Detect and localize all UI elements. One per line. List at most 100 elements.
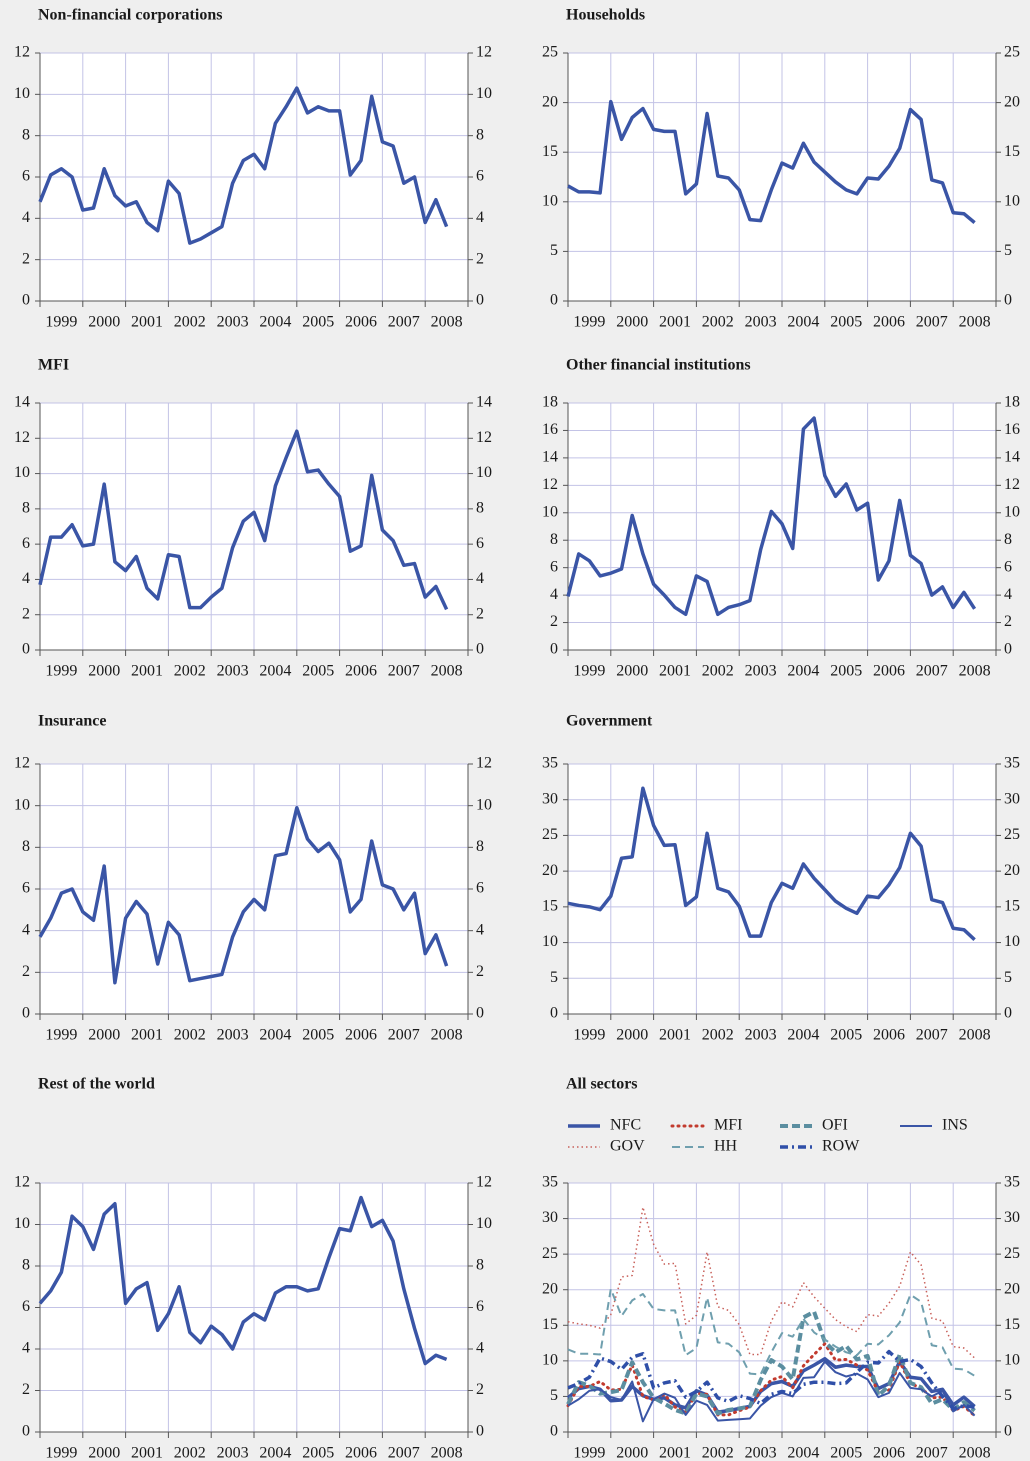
y-tick-label: 20 xyxy=(542,862,558,879)
y-tick-label: 15 xyxy=(542,898,558,915)
x-tick-label: 2000 xyxy=(616,314,648,331)
y-tick-label: 0 xyxy=(550,1423,558,1440)
x-tick-label: 2001 xyxy=(659,663,691,680)
x-tick-label: 2008 xyxy=(959,1027,991,1044)
y-tick-label: 0 xyxy=(22,1005,30,1022)
y2-tick-label: 15 xyxy=(1004,1316,1020,1333)
y-tick-label: 8 xyxy=(22,838,30,855)
line-series xyxy=(567,1349,975,1411)
y-tick-label: 30 xyxy=(542,790,558,807)
y-tick-label: 10 xyxy=(14,85,30,102)
y-tick-label: 4 xyxy=(22,1340,30,1357)
y2-tick-label: 12 xyxy=(476,755,492,772)
y2-tick-label: 2 xyxy=(476,1381,484,1398)
y2-tick-label: 10 xyxy=(476,1215,492,1232)
x-tick-label: 2006 xyxy=(345,1445,377,1461)
y-tick-label: 0 xyxy=(550,292,558,309)
y2-tick-label: 16 xyxy=(1004,421,1020,438)
y-tick-label: 5 xyxy=(550,242,558,259)
x-tick-label: 2002 xyxy=(702,663,734,680)
y2-tick-label: 10 xyxy=(1004,933,1020,950)
y-tick-label: 14 xyxy=(542,449,558,466)
line-series xyxy=(567,1360,976,1423)
y-tick-label: 10 xyxy=(14,464,30,481)
y2-tick-label: 4 xyxy=(476,209,484,226)
y-tick-label: 2 xyxy=(22,250,30,267)
line-series xyxy=(38,429,449,611)
y2-tick-label: 2 xyxy=(476,605,484,622)
y-tick-label: 12 xyxy=(14,755,30,772)
y2-tick-label: 0 xyxy=(1004,641,1012,658)
y2-tick-label: 4 xyxy=(476,570,484,587)
y2-tick-label: 6 xyxy=(476,1298,484,1315)
x-tick-label: 2003 xyxy=(745,1445,777,1461)
x-tick-label: 2000 xyxy=(88,1027,120,1044)
y2-tick-label: 14 xyxy=(1004,449,1020,466)
y2-tick-label: 15 xyxy=(1004,143,1020,160)
y2-tick-label: 8 xyxy=(476,126,484,143)
x-tick-label: 2002 xyxy=(702,1445,734,1461)
x-tick-label: 2005 xyxy=(302,1445,334,1461)
y-tick-label: 10 xyxy=(14,796,30,813)
y2-tick-label: 6 xyxy=(476,880,484,897)
y2-tick-label: 12 xyxy=(476,44,492,61)
line-series xyxy=(38,1195,448,1366)
x-tick-label: 2007 xyxy=(388,663,420,680)
x-tick-label: 1999 xyxy=(573,1445,605,1461)
chart-title: Rest of the world xyxy=(38,1076,155,1093)
y2-tick-label: 35 xyxy=(1004,755,1020,772)
line-series xyxy=(566,1309,976,1416)
x-tick-label: 1999 xyxy=(573,663,605,680)
x-tick-label: 2001 xyxy=(131,663,163,680)
y-tick-label: 8 xyxy=(22,500,30,517)
legend-label: ROW xyxy=(822,1138,860,1155)
x-tick-label: 2003 xyxy=(745,663,777,680)
y-tick-label: 10 xyxy=(14,1215,30,1232)
legend-label: MFI xyxy=(714,1117,742,1134)
y2-tick-label: 8 xyxy=(476,500,484,517)
x-tick-label: 2006 xyxy=(345,1027,377,1044)
line-series xyxy=(567,1288,976,1377)
y2-tick-label: 8 xyxy=(1004,531,1012,548)
y-tick-label: 10 xyxy=(542,933,558,950)
y2-tick-label: 0 xyxy=(476,641,484,658)
y2-tick-label: 20 xyxy=(1004,1280,1020,1297)
x-tick-label: 2008 xyxy=(959,1445,991,1461)
x-tick-label: 2005 xyxy=(830,1445,862,1461)
x-tick-label: 2007 xyxy=(916,1445,948,1461)
y2-tick-label: 5 xyxy=(1004,1387,1012,1404)
y2-tick-label: 4 xyxy=(476,1340,484,1357)
y-tick-label: 8 xyxy=(550,531,558,548)
y-tick-label: 25 xyxy=(542,1245,558,1262)
y2-tick-label: 6 xyxy=(1004,558,1012,575)
x-tick-label: 2004 xyxy=(259,1445,291,1461)
legend-label: GOV xyxy=(610,1138,645,1155)
x-tick-label: 2004 xyxy=(259,1027,291,1044)
chart-title: Insurance xyxy=(38,713,106,730)
x-tick-label: 2002 xyxy=(702,314,734,331)
x-tick-label: 2007 xyxy=(388,1027,420,1044)
x-tick-label: 2000 xyxy=(88,663,120,680)
y-tick-label: 35 xyxy=(542,755,558,772)
y2-tick-label: 15 xyxy=(1004,898,1020,915)
y2-tick-label: 4 xyxy=(476,921,484,938)
y-tick-label: 0 xyxy=(22,641,30,658)
y-tick-label: 12 xyxy=(14,44,30,61)
y-tick-label: 2 xyxy=(22,605,30,622)
x-tick-label: 2003 xyxy=(217,1027,249,1044)
chart-title: All sectors xyxy=(566,1076,638,1093)
x-tick-label: 2005 xyxy=(830,1027,862,1044)
legend-label: INS xyxy=(942,1117,968,1134)
x-tick-label: 2007 xyxy=(388,1445,420,1461)
y-tick-label: 12 xyxy=(14,429,30,446)
x-tick-label: 2003 xyxy=(745,1027,777,1044)
x-tick-label: 2007 xyxy=(916,663,948,680)
x-tick-label: 2007 xyxy=(916,1027,948,1044)
y-tick-label: 4 xyxy=(22,209,30,226)
y-tick-label: 4 xyxy=(22,921,30,938)
y-tick-label: 0 xyxy=(550,1005,558,1022)
x-tick-label: 2008 xyxy=(959,314,991,331)
y2-tick-label: 0 xyxy=(476,292,484,309)
x-tick-label: 2001 xyxy=(131,1445,163,1461)
y-tick-label: 25 xyxy=(542,826,558,843)
